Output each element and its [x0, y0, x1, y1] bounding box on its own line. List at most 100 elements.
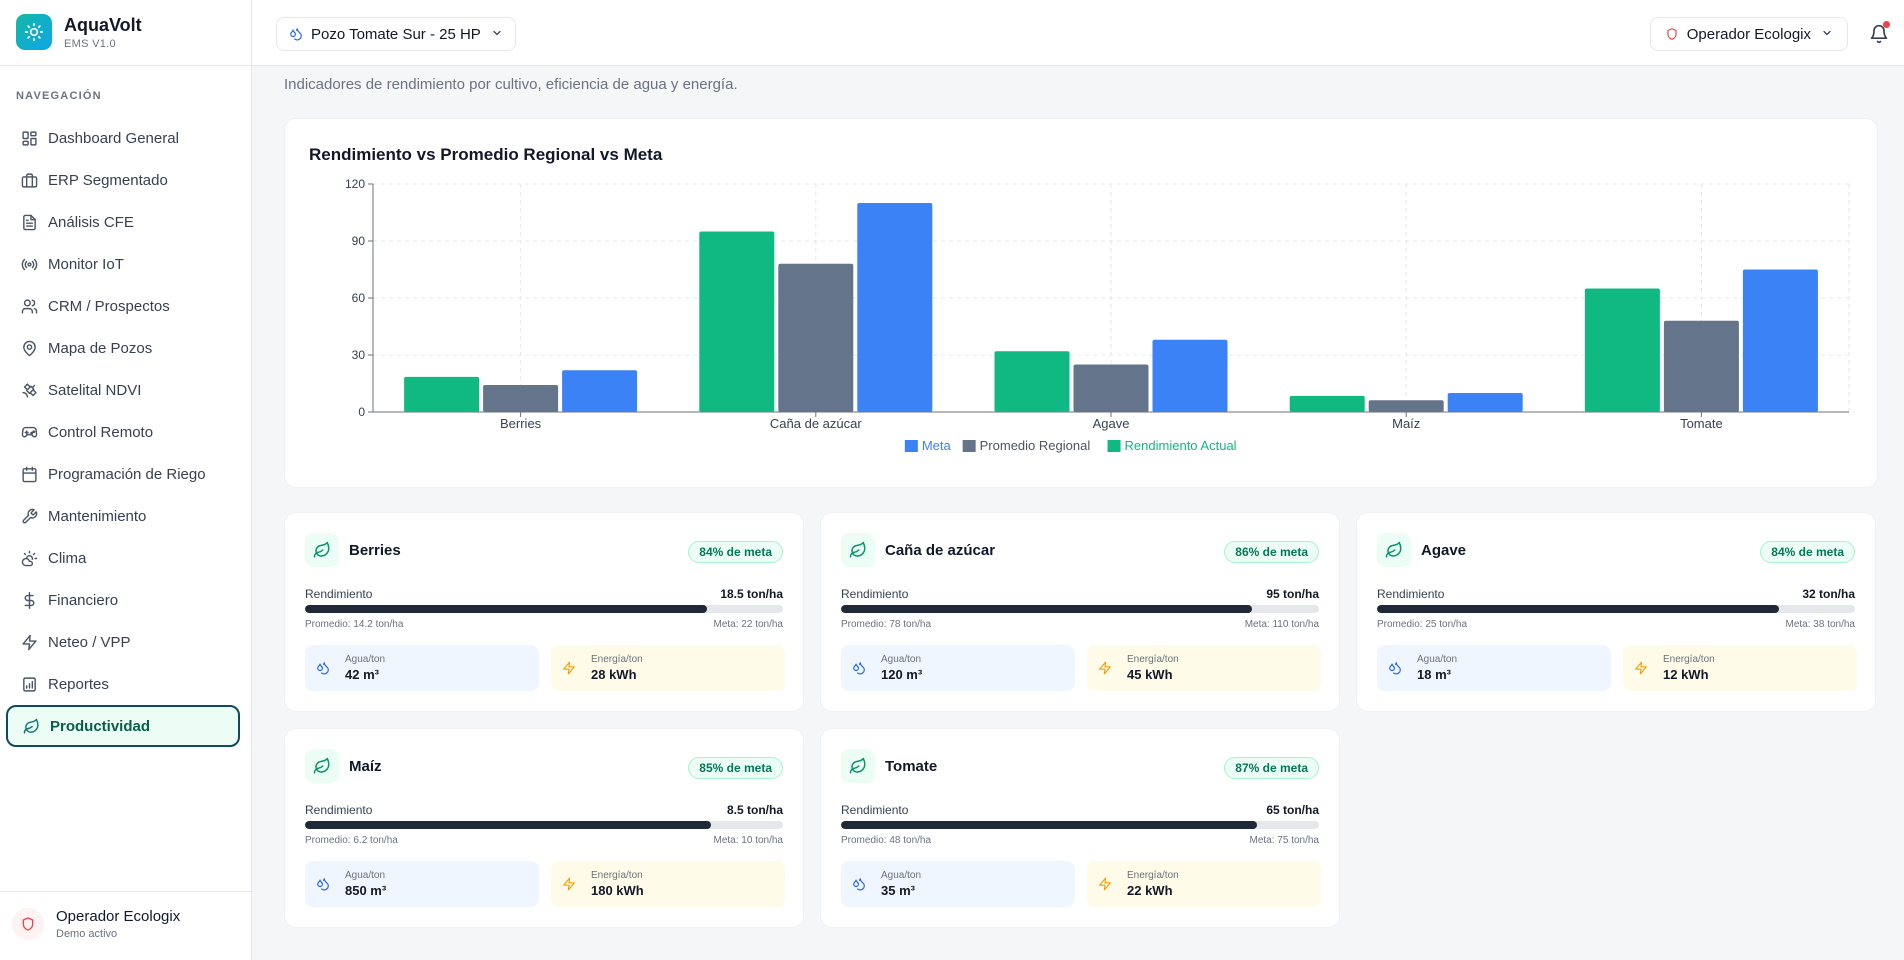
calendar-icon	[20, 465, 38, 483]
lightning-icon	[1631, 661, 1651, 675]
briefcase-icon	[20, 171, 38, 189]
energy-stat: Energía/ton 28 kWh	[551, 645, 785, 691]
y-tick-label: 120	[345, 177, 365, 191]
bar-promedio-regional	[483, 385, 559, 412]
energy-value: 180 kWh	[591, 883, 644, 898]
sidebar-item-reportes[interactable]: Reportes	[6, 663, 240, 705]
sidebar-item-label: Mantenimiento	[48, 507, 147, 525]
bar-rendimiento-actual	[699, 231, 775, 412]
y-tick-label: 90	[352, 234, 366, 248]
sidebar-item-análisis-cfe[interactable]: Análisis CFE	[6, 201, 240, 243]
notifications-bell-icon[interactable]	[1866, 21, 1892, 47]
sidebar-item-mapa-de-pozos[interactable]: Mapa de Pozos	[6, 327, 240, 369]
water-value: 42 m³	[345, 667, 379, 682]
crop-name: Berries	[349, 541, 401, 559]
sidebar-item-productividad[interactable]: Productividad	[6, 705, 240, 747]
x-tick-label: Caña de azúcar	[770, 416, 862, 431]
sidebar-item-neteo-vpp[interactable]: Neteo / VPP	[6, 621, 240, 663]
yield-value: 95 ton/ha	[1266, 587, 1319, 601]
lightning-icon	[559, 877, 579, 891]
divider	[0, 65, 252, 66]
sidebar: AquaVolt EMS V1.0 NAVEGACIÓN Dashboard G…	[0, 0, 252, 960]
well-selector[interactable]: Pozo Tomate Sur - 25 HP	[276, 17, 516, 51]
water-stat: Agua/ton 42 m³	[305, 645, 539, 691]
water-label: Agua/ton	[345, 654, 386, 665]
legend-swatch	[904, 440, 918, 452]
bar-meta	[1447, 393, 1523, 412]
yield-label: Rendimiento	[1377, 587, 1445, 601]
sun-logo-icon	[16, 14, 52, 50]
crop-card: Maíz 85% de meta Rendimiento 8.5 ton/ha Prom…	[284, 728, 804, 928]
water-value: 18 m³	[1417, 667, 1451, 682]
energy-value: 22 kWh	[1127, 883, 1173, 898]
x-tick-label: Tomate	[1680, 416, 1723, 431]
sidebar-item-label: Neteo / VPP	[48, 633, 131, 651]
bar-meta	[1152, 339, 1228, 412]
lightning-icon	[1095, 877, 1115, 891]
yield-progress-fill	[841, 605, 1253, 613]
yield-progress-bar	[1377, 605, 1855, 613]
user-profile[interactable]: Operador Ecologix Demo activo	[12, 908, 180, 940]
sidebar-item-mantenimiento[interactable]: Mantenimiento	[6, 495, 240, 537]
water-value: 35 m³	[881, 883, 915, 898]
sidebar-item-label: Reportes	[48, 675, 109, 693]
bar-rendimiento-actual	[1584, 288, 1660, 412]
droplet-icon	[849, 877, 869, 891]
sidebar-item-clima[interactable]: Clima	[6, 537, 240, 579]
topbar: Pozo Tomate Sur - 25 HP Operador Ecologi…	[252, 0, 1904, 66]
sidebar-item-label: Clima	[48, 549, 87, 567]
sidebar-item-label: Satelital NDVI	[48, 381, 142, 399]
nav-heading: NAVEGACIÓN	[16, 90, 102, 102]
nav-list: Dashboard General ERP Segmentado Análisis …	[6, 117, 240, 747]
sidebar-item-label: Productividad	[50, 717, 151, 735]
cloud-sun-icon	[20, 549, 38, 567]
divider	[0, 891, 252, 892]
sidebar-item-financiero[interactable]: Financiero	[6, 579, 240, 621]
energy-stat: Energía/ton 45 kWh	[1087, 645, 1321, 691]
users-icon	[20, 297, 38, 315]
yield-progress-fill	[305, 605, 707, 613]
goal-text: Meta: 22 ton/ha	[713, 619, 784, 630]
sidebar-item-label: Monitor IoT	[48, 255, 124, 273]
yield-progress-fill	[1377, 605, 1779, 613]
gamepad-icon	[20, 423, 38, 441]
sidebar-item-label: CRM / Prospectos	[48, 297, 170, 315]
sidebar-item-monitor-iot[interactable]: Monitor IoT	[6, 243, 240, 285]
sidebar-item-label: Control Remoto	[48, 423, 154, 441]
sidebar-item-satelital-ndvi[interactable]: Satelital NDVI	[6, 369, 240, 411]
crop-card: Tomate 87% de meta Rendimiento 65 ton/ha Pro…	[820, 728, 1340, 928]
goal-text: Meta: 75 ton/ha	[1249, 835, 1320, 846]
goal-badge: 86% de meta	[1224, 541, 1319, 563]
yield-value: 32 ton/ha	[1802, 587, 1855, 601]
energy-stat: Energía/ton 22 kWh	[1087, 861, 1321, 907]
legend-label: Meta	[922, 438, 952, 453]
bar-promedio-regional	[1663, 320, 1739, 412]
yield-progress-bar	[305, 605, 783, 613]
zap-icon	[20, 633, 38, 651]
sidebar-item-control-remoto[interactable]: Control Remoto	[6, 411, 240, 453]
operator-selector[interactable]: Operador Ecologix	[1649, 17, 1848, 51]
sidebar-item-programación-de-riego[interactable]: Programación de Riego	[6, 453, 240, 495]
yield-label: Rendimiento	[305, 587, 373, 601]
water-stat: Agua/ton 18 m³	[1377, 645, 1611, 691]
leaf-icon	[305, 533, 339, 567]
wrench-icon	[20, 507, 38, 525]
sidebar-item-label: Análisis CFE	[48, 213, 134, 231]
x-tick-label: Maíz	[1392, 416, 1420, 431]
sidebar-item-crm-prospectos[interactable]: CRM / Prospectos	[6, 285, 240, 327]
user-status: Demo activo	[56, 928, 118, 940]
x-tick-label: Agave	[1093, 416, 1130, 431]
yield-progress-fill	[841, 821, 1257, 829]
yield-progress-bar	[305, 821, 783, 829]
brand[interactable]: AquaVolt EMS V1.0	[16, 14, 142, 50]
yield-value: 8.5 ton/ha	[726, 803, 783, 817]
average-text: Promedio: 78 ton/ha	[841, 619, 932, 630]
sidebar-item-label: Mapa de Pozos	[48, 339, 153, 357]
water-value: 850 m³	[345, 883, 387, 898]
sidebar-item-dashboard-general[interactable]: Dashboard General	[6, 117, 240, 159]
water-stat: Agua/ton 850 m³	[305, 861, 539, 907]
yield-progress-bar	[841, 605, 1319, 613]
sidebar-item-erp-segmentado[interactable]: ERP Segmentado	[6, 159, 240, 201]
water-label: Agua/ton	[1417, 654, 1458, 665]
page-subtitle: Indicadores de rendimiento por cultivo, …	[284, 76, 738, 93]
